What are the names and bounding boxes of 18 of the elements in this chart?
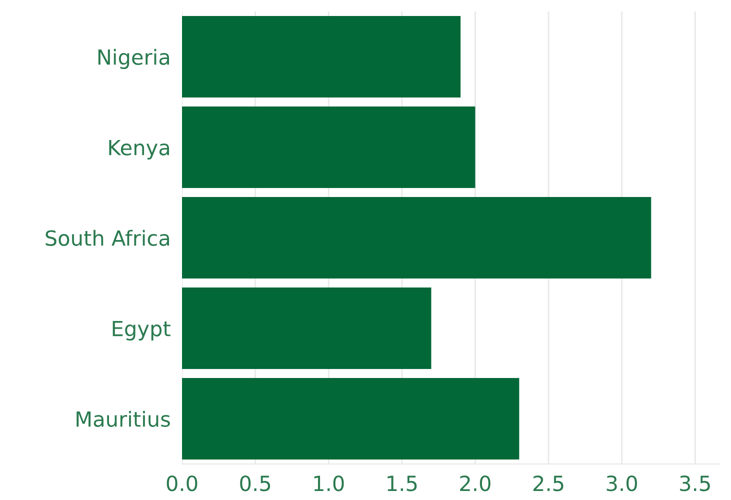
x-tick-label: 3.0 — [606, 475, 637, 492]
y-tick-label: Mauritius — [76, 410, 170, 427]
bar — [182, 106, 476, 188]
bar — [182, 197, 652, 278]
bar — [182, 16, 461, 98]
x-tick-label: 1.5 — [388, 476, 417, 492]
x-tick-label: 2.0 — [460, 475, 490, 492]
bar — [182, 378, 520, 460]
x-tick-label: 0.5 — [240, 475, 270, 492]
y-tick-label: Nigeria — [98, 48, 170, 69]
y-tick-label: Egypt — [112, 320, 170, 340]
x-tick-label: 1.0 — [314, 475, 344, 492]
x-tick-label: 3.5 — [680, 475, 710, 492]
x-tick-label: 0.0 — [166, 475, 198, 492]
y-tick-label: Kenya — [109, 140, 170, 160]
x-tick-label: 2.5 — [533, 475, 564, 492]
bar — [182, 288, 432, 369]
y-tick-label: South Africa — [46, 230, 170, 246]
